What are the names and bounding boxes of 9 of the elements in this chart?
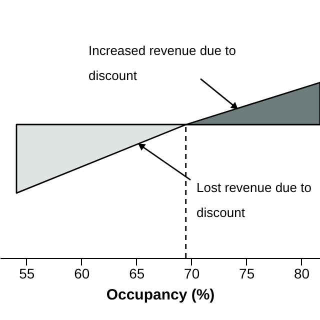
x-tick-label: 75	[239, 266, 255, 282]
annotation: Increased revenue due to discount	[88, 42, 236, 83]
x-tick-label: 65	[129, 266, 145, 282]
x-tick-label: 60	[74, 266, 90, 282]
annotation: Lost revenue due to discount	[196, 180, 312, 220]
x-tick-label: 80	[294, 266, 310, 282]
x-tick-label: 55	[19, 266, 35, 282]
x-axis-title: Occupancy (%)	[106, 286, 215, 304]
x-tick-label: 70	[184, 266, 200, 282]
